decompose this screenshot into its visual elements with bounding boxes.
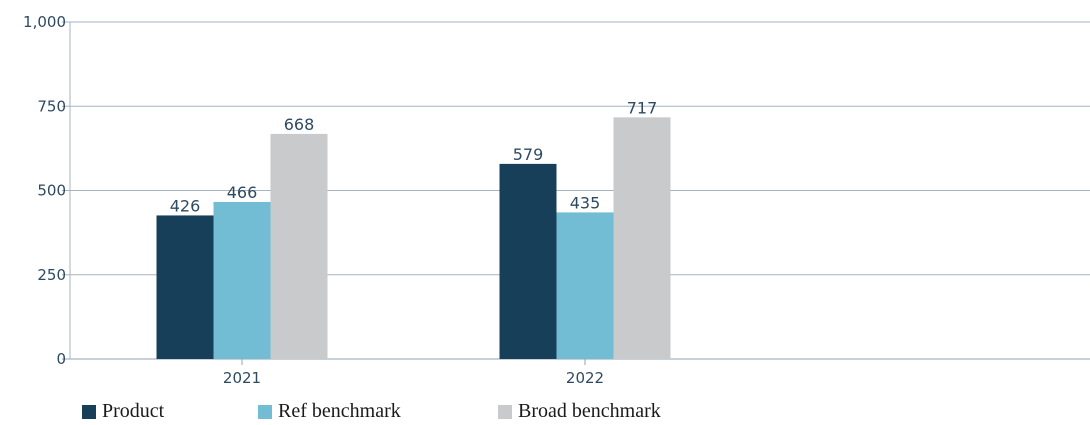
data-label: 717 <box>627 98 658 117</box>
legend-item: Broad benchmark <box>498 400 661 423</box>
legend-swatch <box>258 404 272 419</box>
legend-label: Ref benchmark <box>278 400 401 422</box>
legend-label: Product <box>102 400 165 422</box>
x-tick-label: 2022 <box>566 369 604 387</box>
data-label: 426 <box>170 196 201 215</box>
legend: Product Ref benchmark Broad benchmark <box>0 400 1090 424</box>
data-label: 579 <box>513 145 544 164</box>
bar-chart: 0 250 500 750 1,000 426 466 668 2021 579 435 717 202… <box>23 13 1090 387</box>
data-label: 466 <box>227 183 258 202</box>
legend-label: Broad benchmark <box>518 400 661 422</box>
bar <box>156 215 214 359</box>
legend-item: Ref benchmark <box>258 400 401 423</box>
y-tick-label: 0 <box>56 350 66 368</box>
data-label: 668 <box>284 115 315 134</box>
y-tick-label: 1,000 <box>23 13 66 31</box>
bar <box>499 163 557 359</box>
legend-item: Product <box>82 400 164 423</box>
y-tick-label: 250 <box>37 266 66 284</box>
legend-swatch <box>82 404 96 419</box>
bar <box>613 117 671 359</box>
y-tick-label: 750 <box>37 97 66 115</box>
bar <box>270 133 328 359</box>
data-label: 435 <box>570 193 601 212</box>
legend-swatch <box>498 404 512 419</box>
bar <box>213 201 271 359</box>
bar <box>556 212 614 359</box>
x-tick-label: 2021 <box>223 369 261 387</box>
y-tick-label: 500 <box>37 182 66 200</box>
